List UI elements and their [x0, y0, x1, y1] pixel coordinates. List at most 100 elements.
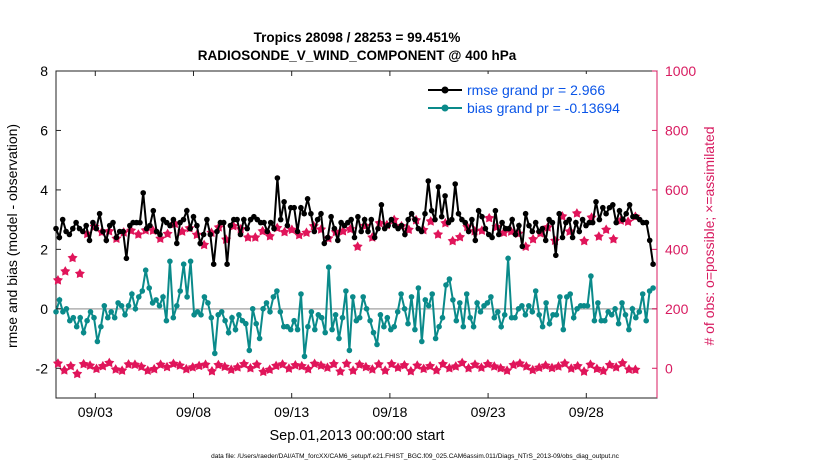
bias-point	[394, 309, 401, 315]
rmse-point	[509, 216, 515, 223]
rmse-point	[566, 216, 572, 223]
bias-point	[80, 329, 87, 336]
bias-point	[70, 314, 77, 321]
bias-point	[622, 312, 629, 318]
y-axis-right-label: # of obs: o=possible; ×=assimilated	[701, 126, 717, 345]
obs-assimilated-point	[418, 363, 429, 374]
bias-point	[460, 323, 467, 330]
bias-point	[560, 326, 567, 333]
obs-possible-point	[279, 226, 290, 237]
y-right-tick-label: 800	[665, 122, 689, 138]
obs-possible-point	[579, 235, 590, 246]
obs-assimilated-point	[392, 362, 404, 372]
rmse-point	[70, 225, 76, 232]
bias-point	[156, 303, 163, 309]
rmse-point	[368, 216, 375, 223]
rmse-point	[469, 216, 475, 223]
obs-assimilated-point	[200, 359, 211, 369]
bias-point	[470, 323, 477, 330]
bias-point	[432, 335, 439, 342]
rmse-point	[237, 231, 244, 238]
bias-point	[377, 312, 384, 318]
rmse-point	[264, 228, 271, 235]
bias-point	[443, 282, 449, 288]
rmse-point	[402, 231, 408, 238]
bias-point	[450, 297, 456, 303]
rmse-point	[200, 231, 207, 238]
y-right-tick-label: 400	[665, 241, 689, 257]
bias-point	[536, 312, 542, 318]
obs-possible-point	[447, 235, 458, 246]
obs-assimilated-point	[65, 360, 76, 371]
rmse-point	[184, 207, 190, 214]
rmse-point	[224, 261, 230, 268]
obs-assimilated-point	[117, 365, 128, 375]
obs-assimilated-point	[149, 363, 160, 374]
obs-assimilated-point	[174, 360, 185, 370]
obs-assimilated-point	[354, 359, 365, 369]
rmse-point	[294, 228, 301, 235]
y-left-tick-label: -2	[36, 360, 49, 376]
bias-point	[602, 317, 608, 324]
rmse-point	[462, 219, 469, 226]
bias-point	[73, 323, 80, 330]
obs-possible-point	[571, 208, 582, 218]
rmse-point	[593, 199, 599, 205]
y-left-tick-label: 6	[40, 122, 48, 138]
x-tick-label: 09/13	[274, 404, 309, 420]
rmse-point	[291, 204, 298, 211]
rmse-point	[626, 202, 633, 208]
bias-point	[557, 294, 563, 300]
rmse-point	[375, 225, 381, 232]
rmse-point	[475, 207, 482, 214]
rmse-point	[506, 225, 512, 232]
rmse-point	[328, 213, 334, 220]
obs-assimilated-point	[399, 360, 410, 370]
rmse-point	[610, 202, 616, 208]
bias-point	[457, 300, 463, 306]
bias-point	[495, 309, 501, 315]
y-left-tick-label: 4	[40, 182, 48, 198]
bias-point	[287, 326, 294, 333]
rmse-point	[539, 225, 546, 232]
y-left-tick-label: 8	[40, 63, 48, 79]
rmse-point	[324, 234, 331, 241]
rmse-point	[267, 219, 274, 226]
obs-assimilated-point	[238, 358, 250, 369]
obs-assimilated-point	[559, 358, 570, 368]
bias-point	[122, 312, 128, 318]
rmse-point	[532, 219, 539, 226]
rmse-point	[210, 261, 217, 268]
bias-point	[477, 309, 484, 315]
rmse-point	[472, 237, 479, 244]
y-axis-left: -2 0 2 4 6 8	[36, 63, 61, 376]
bias-point	[608, 312, 615, 318]
rmse-point	[526, 222, 532, 229]
rmse-point	[616, 207, 623, 214]
bias-point	[412, 326, 418, 333]
rmse-point	[157, 231, 163, 238]
bias-point	[146, 285, 152, 291]
rmse-point	[150, 207, 157, 214]
x-tick-label: 09/18	[372, 404, 407, 420]
rmse-point	[589, 219, 596, 226]
rmse-point	[600, 204, 606, 211]
obs-assimilated-point	[604, 359, 615, 370]
obs-assimilated-point	[611, 362, 622, 372]
rmse-point	[529, 228, 536, 235]
rmse-point	[405, 216, 412, 223]
obs-assimilated-point	[315, 360, 327, 370]
bias-point	[336, 335, 342, 342]
bias-point	[501, 312, 508, 318]
bias-point	[111, 314, 118, 321]
x-tick-label: 09/23	[471, 404, 506, 420]
obs-assimilated-point	[303, 363, 314, 374]
y-right-tick-label: 1000	[665, 63, 696, 79]
rmse-point	[569, 234, 576, 241]
bias-point	[491, 314, 498, 321]
rmse-point	[244, 225, 250, 232]
obs-assimilated-point	[328, 358, 339, 369]
rmse-point	[331, 225, 338, 232]
bias-point	[329, 326, 335, 333]
bias-point	[94, 338, 101, 345]
